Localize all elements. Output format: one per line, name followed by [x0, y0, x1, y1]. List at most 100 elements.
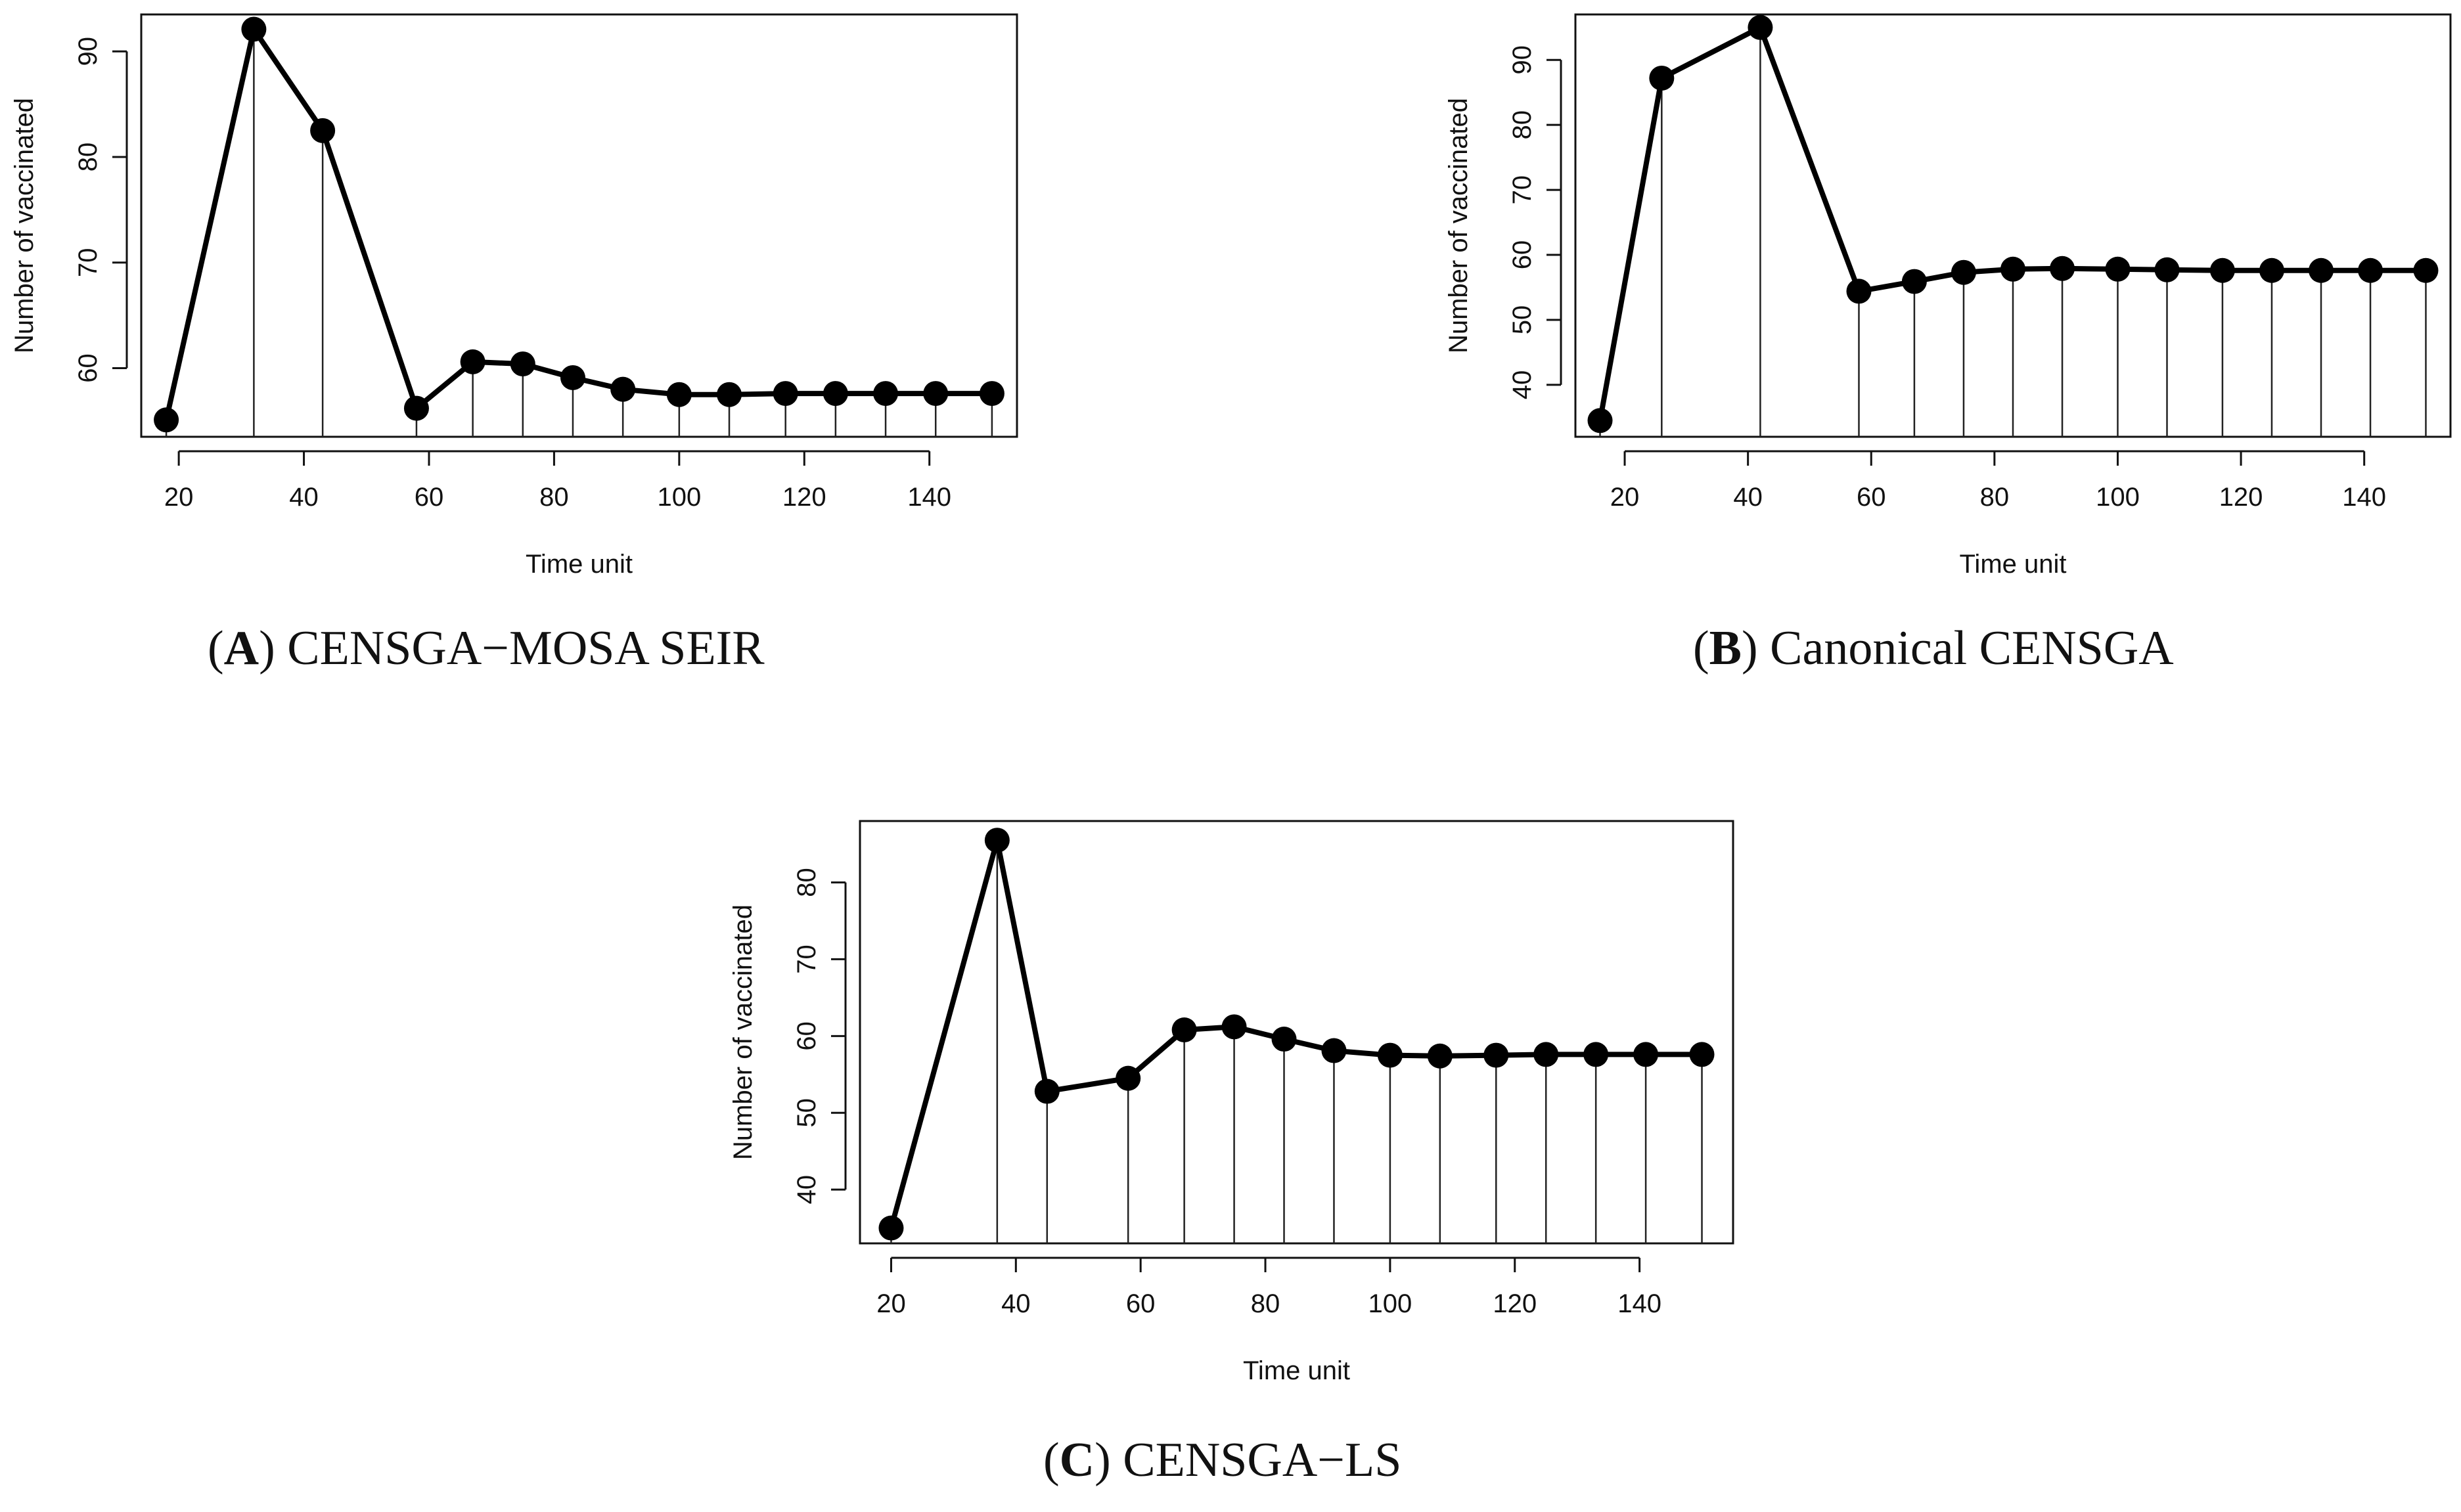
panel-b-data-point — [1951, 259, 1976, 285]
panel-c-y-tick-label: 80 — [792, 868, 821, 897]
panel-a-x-tick-label: 80 — [539, 483, 569, 512]
panel-c-data-point — [1533, 1042, 1559, 1067]
panel-a-y-axis-title: Number of vaccinated — [10, 98, 39, 353]
panel-b-x-tick-label: 100 — [2096, 483, 2140, 512]
panel-b-y-tick-label: 80 — [1508, 110, 1537, 140]
panel-c-y-tick-label: 70 — [792, 945, 821, 974]
panel-c-data-point — [1321, 1038, 1347, 1063]
panel-a-data-point — [979, 381, 1005, 407]
panel-b-data-point — [2358, 257, 2383, 283]
panel-c-data-point — [1171, 1017, 1197, 1042]
panel-c-x-tick-label: 60 — [1126, 1289, 1156, 1318]
panel-b-data-point — [2105, 256, 2131, 282]
panel-b-x-tick-label: 40 — [1733, 483, 1763, 512]
panel-b-data-point — [2154, 257, 2180, 282]
panel-a-chart: 20 40 60 80 100 120 140 60 70 80 90 Time unit Number… — [10, 13, 1018, 579]
panel-c-data-point — [1116, 1065, 1141, 1091]
panel-b-y-tick-label: 70 — [1508, 175, 1537, 205]
panel-b-data-point — [2309, 257, 2334, 283]
panel-a-y-tick-label: 60 — [74, 353, 102, 383]
panel-a-data-point — [773, 381, 798, 407]
panel-c-x-axis-title: Time unit — [1243, 1356, 1350, 1385]
panel-b-y-tick-label: 90 — [1508, 45, 1537, 75]
panel-c-x-tick-label: 140 — [1617, 1289, 1661, 1318]
panel-c-data-point — [1689, 1042, 1715, 1067]
panel-c-data-point — [1377, 1042, 1403, 1068]
panel-b-data-point — [2259, 257, 2284, 283]
panel-c-data-point — [1583, 1042, 1609, 1067]
panel-c-chart: 20 40 60 80 100 120 140 40 50 60 70 80 Time unit Numb… — [729, 820, 1734, 1385]
panel-b-y-tick-label: 60 — [1508, 240, 1537, 270]
caption-panel-b: (B) Canonical CENSGA — [1693, 621, 2174, 675]
panel-b-x-tick-label: 80 — [1980, 483, 2010, 512]
panel-a-data-point — [154, 407, 179, 433]
panel-b-data-point — [1649, 65, 1675, 91]
panel-a-plot-frame — [140, 13, 1018, 438]
panel-c-x-tick-label: 80 — [1251, 1289, 1280, 1318]
panel-b-y-tick-label: 40 — [1508, 370, 1537, 400]
panel-a-y-tick-label: 70 — [74, 248, 102, 278]
panel-b-chart: 20 40 60 80 100 120 140 40 50 60 70 80 90 Time unit Nu… — [1444, 13, 2452, 579]
caption-panel-c-text: CENSGA−LS — [1123, 1433, 1402, 1487]
panel-a-data-point — [873, 381, 899, 407]
caption-panel-a-text: CENSGA−MOSA SEIR — [287, 621, 765, 675]
panel-a-data-point — [717, 382, 742, 407]
panel-b-x-tick-label: 20 — [1610, 483, 1640, 512]
panel-c-y-axis-title: Number of vaccinated — [729, 904, 757, 1160]
panel-c-data-point — [1427, 1043, 1453, 1069]
panel-c-data-point — [984, 828, 1010, 853]
panel-a-data-point — [310, 118, 336, 143]
panel-a-x-tick-label: 60 — [415, 483, 444, 512]
panel-a-x-tick-label: 100 — [657, 483, 701, 512]
panel-a-data-point — [403, 395, 429, 421]
panel-c-x-tick-label: 120 — [1493, 1289, 1537, 1318]
panel-b-data-point — [2413, 257, 2439, 283]
panel-c-data-point — [1034, 1078, 1060, 1104]
panel-b-x-tick-label: 60 — [1857, 483, 1886, 512]
panel-c-x-tick-label: 20 — [876, 1289, 906, 1318]
panel-a-y-tick-label: 80 — [74, 143, 102, 172]
panel-b-data-point — [1901, 269, 1927, 294]
panel-a-x-tick-label: 140 — [907, 483, 951, 512]
panel-b-y-tick-label: 50 — [1508, 305, 1537, 335]
panel-c-data-point — [1271, 1027, 1297, 1052]
panel-c-series-line — [888, 837, 1702, 1229]
panel-a-data-point — [460, 349, 485, 374]
panel-c-data-point — [1483, 1042, 1509, 1068]
caption-panel-a: (A) CENSGA−MOSA SEIR — [208, 621, 765, 675]
caption-panel-b-text: Canonical CENSGA — [1770, 621, 2174, 675]
panel-b-y-axis-title: Number of vaccinated — [1444, 98, 1473, 353]
panel-b-x-tick-label: 120 — [2219, 483, 2263, 512]
panel-a-y-tick-label: 90 — [74, 37, 102, 66]
panel-b-data-point — [1846, 278, 1872, 304]
panel-c-y-tick-label: 50 — [792, 1098, 821, 1128]
panel-c-x-tick-label: 40 — [1001, 1289, 1031, 1318]
panel-a-series-line — [164, 26, 992, 421]
panel-b-data-point — [1587, 408, 1613, 434]
panel-b-data-point — [2050, 256, 2075, 281]
panel-a-x-tick-label: 40 — [289, 483, 319, 512]
panel-a-data-point — [510, 351, 535, 377]
caption-panel-c-label: C — [1059, 1433, 1095, 1487]
panel-b-data-point — [1748, 14, 1773, 40]
panel-c-data-point — [1221, 1014, 1247, 1040]
panel-c-plot-frame — [859, 820, 1734, 1245]
panel-b-x-tick-label: 140 — [2342, 483, 2386, 512]
panel-c-data-point — [1633, 1042, 1659, 1067]
panel-b-x-axis-title: Time unit — [1959, 550, 2066, 579]
panel-a-x-tick-label: 20 — [164, 483, 194, 512]
caption-panel-c: (C) CENSGA−LS — [1043, 1433, 1402, 1487]
caption-panel-a-label: A — [223, 621, 260, 675]
panel-a-data-point — [560, 365, 585, 390]
panel-a-data-point — [823, 381, 848, 407]
panel-b-data-point — [2209, 257, 2235, 283]
panel-c-x-tick-label: 100 — [1368, 1289, 1412, 1318]
panel-a-data-point — [923, 381, 949, 407]
panel-c-y-tick-label: 60 — [792, 1021, 821, 1051]
panel-a-x-axis-title: Time unit — [526, 550, 633, 579]
panel-a-data-point — [666, 382, 692, 407]
panel-a-x-tick-label: 120 — [782, 483, 826, 512]
panel-a-data-point — [241, 16, 267, 42]
panel-c-data-point — [878, 1215, 904, 1241]
panel-a-data-point — [610, 376, 636, 402]
